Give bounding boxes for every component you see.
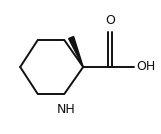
Text: O: O (105, 14, 115, 27)
Text: OH: OH (136, 60, 155, 74)
Text: NH: NH (56, 103, 75, 116)
Polygon shape (69, 36, 83, 67)
